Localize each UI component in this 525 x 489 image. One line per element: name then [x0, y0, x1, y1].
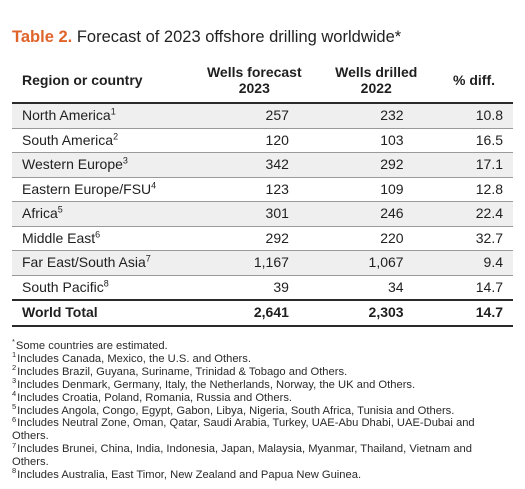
drilled-cell: 246: [318, 201, 434, 227]
footnote-ref: 6: [95, 229, 101, 240]
footnote-text: Includes Brazil, Guyana, Suriname, Trini…: [17, 365, 348, 378]
table-row: North America1 257 232 10.8: [12, 103, 513, 129]
footnote-text: Includes Australia, East Timor, New Zeal…: [17, 469, 362, 482]
footnote: 1Includes Canada, Mexico, the U.S. and O…: [12, 350, 502, 366]
forecast-cell: 292: [189, 226, 319, 251]
diff-cell: 16.5: [433, 128, 513, 153]
footnote: 8Includes Australia, East Timor, New Zea…: [12, 466, 502, 482]
forecast-cell: 1,167: [189, 250, 319, 276]
forecast-cell: 301: [189, 201, 319, 227]
footnote-mark: 6: [12, 414, 17, 424]
forecast-cell: 257: [189, 103, 319, 129]
table-row: Far East/South Asia7 1,167 1,067 9.4: [12, 250, 513, 276]
footnote-ref: 5: [57, 204, 63, 215]
diff-cell: 9.4: [433, 250, 513, 276]
footnote-text: Includes Brunei, China, India, Indonesia…: [12, 443, 472, 469]
diff-cell: 32.7: [433, 226, 513, 251]
diff-cell: 22.4: [433, 201, 513, 227]
region-cell: Africa5: [12, 201, 190, 227]
footnotes: *Some countries are estimated. 1Includes …: [12, 337, 502, 482]
drilled-cell: 34: [318, 275, 434, 301]
table-title: Table 2. Forecast of 2023 offshore drill…: [12, 27, 401, 47]
region-cell: South America2: [12, 128, 190, 153]
forecast-cell: 39: [189, 275, 319, 301]
drilled-cell: 1,067: [318, 250, 434, 276]
footnote-text: Includes Neutral Zone, Oman, Qatar, Saud…: [12, 417, 475, 443]
diff-cell: 10.8: [433, 103, 513, 129]
region-cell: Western Europe3: [12, 152, 190, 178]
table-row: Africa5 301 246 22.4: [12, 201, 513, 227]
table-row: Western Europe3 342 292 17.1: [12, 152, 513, 178]
total-row: World Total 2,641 2,303 14.7: [12, 299, 513, 327]
forecast-cell: 342: [189, 152, 319, 178]
drilled-cell: 292: [318, 152, 434, 178]
drilled-cell: 109: [318, 177, 434, 202]
forecast-cell: 123: [189, 177, 319, 202]
table-number: Table 2.: [12, 28, 73, 46]
region-cell: Eastern Europe/FSU4: [12, 177, 190, 202]
footnote-mark: 1: [12, 350, 17, 360]
drilled-cell: 220: [318, 226, 434, 251]
footnote-mark: *: [12, 337, 15, 347]
table-row: Eastern Europe/FSU4 123 109 12.8: [12, 177, 513, 202]
footnote-text: Includes Croatia, Poland, Romania, Russi…: [17, 391, 293, 404]
footnote-ref: 7: [145, 253, 151, 264]
drilled-cell: 232: [318, 103, 434, 129]
footnote-mark: 2: [12, 363, 17, 373]
footnote-text: Includes Denmark, Germany, Italy, the Ne…: [17, 378, 416, 391]
region-cell: North America1: [12, 103, 190, 129]
footnote-text: Some countries are estimated.: [15, 340, 168, 352]
footnote-mark: 4: [12, 388, 17, 398]
forecast-table: Region or country Wells forecast 2023 Wel…: [12, 60, 513, 327]
region-cell: South Pacific8: [12, 275, 190, 301]
table-row: South Pacific8 39 34 14.7: [12, 275, 513, 301]
region-cell: Middle East6: [12, 226, 190, 251]
region-cell: Far East/South Asia7: [12, 250, 190, 276]
table-row: Middle East6 292 220 32.7: [12, 226, 513, 251]
footnote: 4Includes Croatia, Poland, Romania, Russ…: [12, 388, 502, 405]
footnote-ref: 1: [110, 106, 116, 117]
diff-cell: 12.8: [433, 177, 513, 202]
diff-cell: 14.7: [433, 275, 513, 301]
footnote-mark: 7: [12, 440, 17, 450]
footnote: 7Includes Brunei, China, India, Indonesi…: [12, 440, 502, 469]
footnote-mark: 5: [12, 401, 17, 411]
total-drilled: 2,303: [318, 299, 434, 327]
footnote-ref: 8: [103, 278, 109, 289]
header-diff: % diff.: [433, 60, 513, 104]
footnote-ref: 3: [122, 155, 128, 166]
footnote-mark: 3: [12, 375, 17, 385]
total-forecast: 2,641: [189, 299, 319, 327]
header-region: Region or country: [12, 60, 190, 104]
header-forecast: Wells forecast 2023: [189, 60, 319, 104]
footnote-ref: 2: [113, 131, 119, 142]
footnote-text: Includes Canada, Mexico, the U.S. and Ot…: [17, 352, 251, 365]
diff-cell: 17.1: [433, 152, 513, 178]
footnote-mark: 8: [12, 466, 17, 476]
footnote: 3Includes Denmark, Germany, Italy, the N…: [12, 375, 502, 392]
footnote-ref: 4: [151, 180, 157, 191]
drilled-cell: 103: [318, 128, 434, 153]
footnote: *Some countries are estimated.: [12, 337, 502, 353]
table-row: South America2 120 103 16.5: [12, 128, 513, 153]
total-diff: 14.7: [433, 299, 513, 327]
footnote: 6Includes Neutral Zone, Oman, Qatar, Sau…: [12, 414, 502, 443]
header-drilled: Wells drilled 2022: [318, 60, 434, 104]
forecast-cell: 120: [189, 128, 319, 153]
footnote: 5Includes Angola, Congo, Egypt, Gabon, L…: [12, 401, 502, 418]
footnote-text: Includes Angola, Congo, Egypt, Gabon, Li…: [17, 404, 455, 417]
total-label: World Total: [12, 299, 190, 327]
table-caption: Forecast of 2023 offshore drilling world…: [76, 28, 402, 46]
footnote: 2Includes Brazil, Guyana, Suriname, Trin…: [12, 363, 502, 379]
header-row: Region or country Wells forecast 2023 Wel…: [12, 60, 513, 104]
